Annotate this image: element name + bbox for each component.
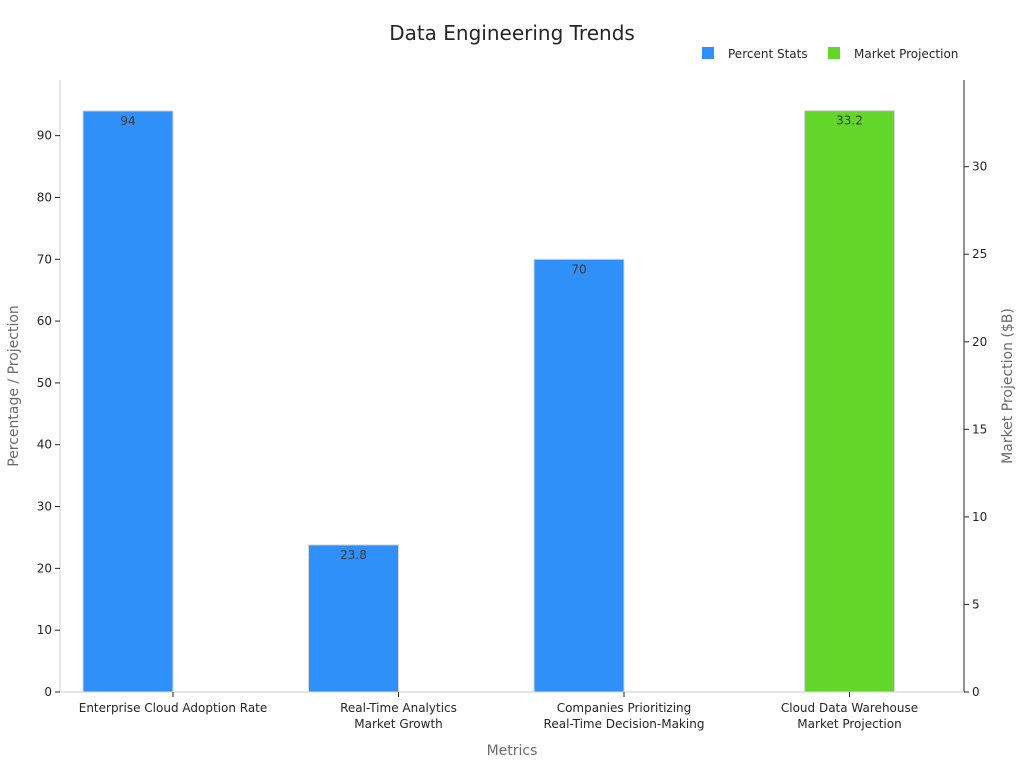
x-axis-label: Metrics	[487, 743, 538, 759]
x-tick-label-line: Real-Time Analytics	[340, 701, 457, 715]
x-tick-label: Enterprise Cloud Adoption Rate	[79, 701, 268, 715]
x-tick-label-line: Companies Prioritizing	[557, 701, 692, 715]
y-ticks-right: 0 5 10 15 20 25 30	[964, 160, 987, 699]
bar-market-projection-3	[804, 110, 895, 693]
x-tick-label-line: Market Growth	[354, 717, 443, 731]
x-tick-label-line: Enterprise Cloud Adoption Rate	[79, 701, 268, 715]
bar-value-label: 23.8	[340, 548, 367, 562]
x-tick-label-line: Market Projection	[797, 717, 901, 731]
y2-tick-label: 5	[972, 597, 980, 611]
y-tick-label: 50	[37, 376, 52, 390]
y-tick-label: 60	[37, 314, 52, 328]
legend-label-percent-stats: Percent Stats	[728, 47, 808, 61]
y2-tick-label: 25	[972, 247, 987, 261]
y2-tick-label: 15	[972, 422, 987, 436]
bar-value-label: 94	[120, 114, 135, 128]
x-ticks: Enterprise Cloud Adoption Rate Real-Time …	[79, 692, 918, 731]
bar-percent-stats-1	[308, 544, 399, 693]
y2-tick-label: 20	[972, 335, 987, 349]
y-tick-label: 40	[37, 438, 52, 452]
y-tick-label: 70	[37, 252, 52, 266]
bar-value-label: 33.2	[836, 114, 863, 128]
y-tick-label: 0	[44, 685, 52, 699]
y2-axis-label: Market Projection ($B)	[1000, 308, 1016, 464]
legend: Percent Stats Market Projection	[702, 47, 958, 61]
y2-tick-label: 0	[972, 685, 980, 699]
bar-value-label: 70	[571, 262, 586, 276]
y-tick-label: 90	[37, 129, 52, 143]
chart-title: Data Engineering Trends	[389, 21, 635, 45]
x-tick-label-line: Real-Time Decision-Making	[544, 717, 705, 731]
y-tick-label: 20	[37, 561, 52, 575]
x-tick-label-line: Cloud Data Warehouse	[781, 701, 918, 715]
bar-percent-stats-0	[82, 110, 174, 693]
legend-swatch-percent-stats	[702, 47, 714, 59]
y2-tick-label: 10	[972, 510, 987, 524]
legend-label-market-projection: Market Projection	[854, 47, 958, 61]
bars: 94 23.8 70 33.2	[82, 110, 895, 693]
y-tick-label: 30	[37, 500, 52, 514]
x-tick-label: Real-Time Analytics Market Growth	[340, 701, 457, 731]
legend-swatch-market-projection	[828, 47, 840, 59]
x-tick-label: Companies Prioritizing Real-Time Decision…	[544, 701, 705, 731]
x-tick-label: Cloud Data Warehouse Market Projection	[781, 701, 918, 731]
y-axis-label: Percentage / Projection	[6, 305, 22, 467]
bar-percent-stats-2	[533, 258, 625, 693]
y-tick-label: 80	[37, 190, 52, 204]
y2-tick-label: 30	[972, 160, 987, 174]
y-ticks-left: 0 10 20 30 40 50 60 70 80 90	[37, 129, 60, 699]
y-tick-label: 10	[37, 623, 52, 637]
